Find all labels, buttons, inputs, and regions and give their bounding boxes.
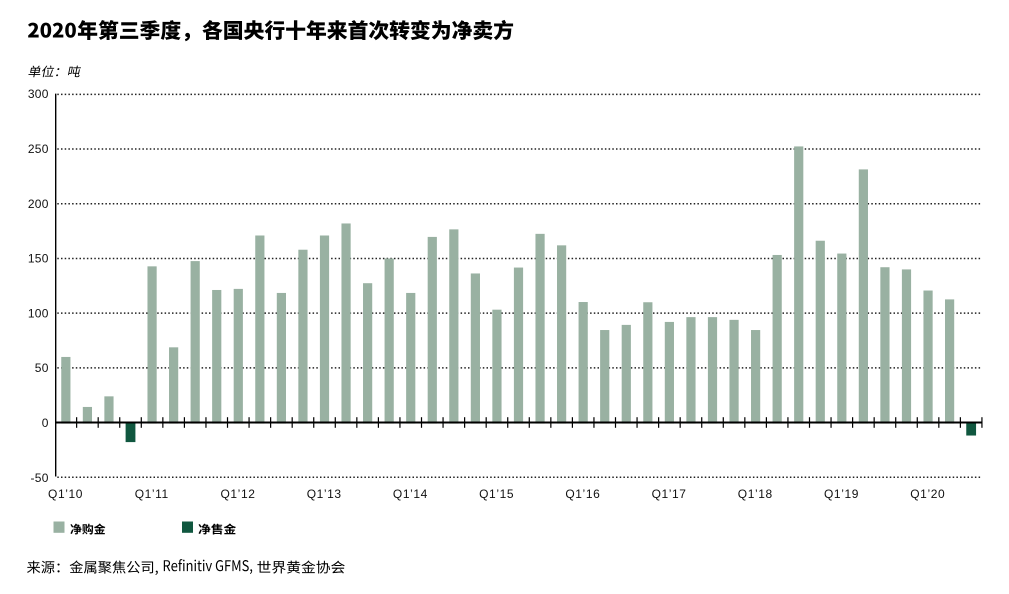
svg-text:200: 200 [28,197,49,211]
svg-text:Q1’10: Q1’10 [48,487,83,501]
svg-text:Q1’11: Q1’11 [135,487,169,501]
svg-text:0: 0 [42,416,49,430]
svg-text:Q1’13: Q1’13 [307,487,342,501]
svg-text:300: 300 [28,87,49,101]
svg-text:Q1’18: Q1’18 [738,487,773,501]
svg-text:Q1’17: Q1’17 [652,487,687,501]
svg-text:Q1’14: Q1’14 [393,487,428,501]
svg-text:Q1’12: Q1’12 [220,487,255,501]
svg-text:Q1’16: Q1’16 [565,487,600,501]
svg-text:Q1’19: Q1’19 [824,487,859,501]
svg-text:Q1’20: Q1’20 [910,487,945,501]
svg-text:150: 150 [28,252,49,266]
svg-text:-50: -50 [31,471,49,485]
svg-text:250: 250 [28,142,49,156]
svg-text:100: 100 [28,306,49,320]
svg-text:Q1’15: Q1’15 [479,487,514,501]
svg-text:50: 50 [35,361,49,375]
